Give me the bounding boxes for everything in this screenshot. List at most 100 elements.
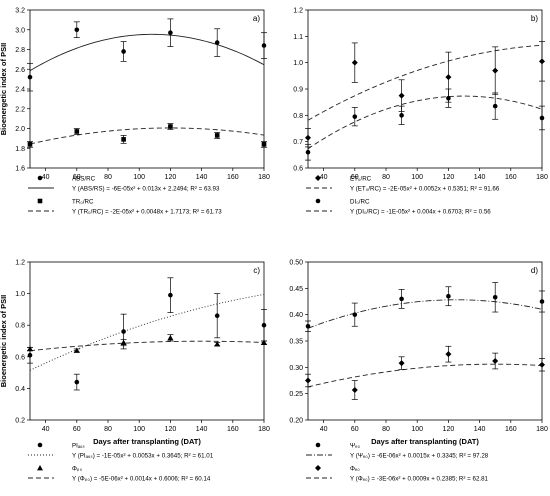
legend: PIₐ₆ₛ Y (PIₐ₆ₛ) = -1E-05x² + 0.0053x + 0.… — [28, 443, 214, 483]
x-tick-label: 140 — [196, 174, 208, 181]
y-tick-label: 1.1 — [293, 34, 303, 41]
data-point — [539, 299, 545, 304]
x-axis-label: Days after transplanting (DAT) — [371, 437, 479, 446]
data-point — [121, 49, 126, 54]
data-point — [305, 134, 311, 141]
fit-curve — [308, 44, 542, 121]
y-tick-label: 0.30 — [289, 365, 303, 372]
series-2 — [27, 334, 267, 353]
x-tick-label: 160 — [227, 426, 239, 433]
data-point — [351, 59, 358, 66]
y-tick-label: 0.4 — [15, 386, 25, 393]
data-point — [74, 129, 80, 134]
data-point — [121, 329, 126, 334]
x-tick-label: 120 — [443, 426, 455, 433]
legend-equation: Y (Ψₑ₀) = -6E-06x² + 0.0015x + 0.3345; R… — [350, 453, 489, 460]
data-point — [399, 296, 404, 302]
data-point — [492, 358, 499, 365]
data-point — [214, 313, 220, 319]
x-tick-label: 60 — [351, 426, 359, 433]
legend-marker — [315, 175, 321, 181]
y-tick-label: 1.6 — [15, 166, 25, 173]
data-point — [352, 312, 358, 317]
data-point — [445, 351, 452, 358]
legend-equation: Y (ET₀/RC) = -2E-05x² + 0.0052x + 0.5351… — [350, 186, 500, 193]
y-tick-label: 3.2 — [15, 8, 25, 15]
x-tick-label: 180 — [536, 426, 548, 433]
y-tick-label: 0.25 — [289, 391, 303, 398]
x-tick-label: 120 — [443, 174, 455, 181]
data-point — [27, 345, 33, 352]
legend-marker — [315, 465, 321, 471]
legend-name: Φₚ₀ — [72, 466, 83, 473]
legend: Ψₑ₀ Y (Ψₑ₀) = -6E-06x² + 0.0015x + 0.3345… — [306, 443, 489, 483]
data-point — [214, 40, 220, 45]
x-tick-label: 100 — [133, 174, 145, 181]
data-point — [305, 149, 311, 155]
legend-marker — [37, 198, 43, 204]
x-tick-label: 180 — [258, 174, 270, 181]
legend-name: PIₐ₆ₛ — [72, 443, 85, 450]
data-point — [445, 74, 452, 81]
series-2 — [305, 44, 545, 161]
panel-label: b) — [531, 14, 538, 23]
chart-panel-3: 40 60 80 100 120 140 160 180 0.2 0.4 0.6 0.8 1.0 1.2 c… — [0, 260, 270, 483]
panel-label: c) — [253, 266, 260, 275]
legend-marker — [315, 442, 321, 448]
y-tick-label: 2.2 — [15, 106, 25, 113]
y-axis-label: Bioenergetic index of PSII — [0, 43, 8, 136]
legend-name: ABS/RC — [72, 176, 96, 183]
series-1 — [27, 18, 267, 92]
legend-equation: Y (Φₚ₀) = -5E-06x² + 0.0014x + 0.6006; R… — [72, 476, 211, 483]
x-tick-label: 80 — [382, 174, 390, 181]
data-point — [168, 292, 173, 298]
x-tick-label: 60 — [73, 426, 81, 433]
y-tick-label: 0.6 — [293, 166, 303, 173]
y-tick-label: 0.2 — [15, 418, 25, 425]
data-point — [27, 142, 33, 147]
data-point — [398, 92, 405, 99]
legend-equation: Y (DI₀/RC) = -1E-05x² + 0.004x + 0.6703;… — [350, 209, 491, 216]
x-tick-label: 40 — [42, 426, 50, 433]
data-point — [399, 113, 404, 118]
series-1 — [305, 41, 545, 150]
data-point — [261, 142, 267, 147]
legend-equation: Y (TR₀/RC) = -2E-05x² + 0.0048x + 1.7173… — [72, 209, 222, 216]
data-point — [261, 322, 267, 328]
chart-panel-4: 40 60 80 100 120 140 160 180 0.20 0.25 0.30 0.35 0.4… — [289, 260, 548, 483]
legend-name: Ψₑ₀ — [350, 443, 360, 450]
data-point — [492, 294, 498, 300]
legend-equation: Y (Φₑ₀) = -3E-06x² + 0.0009x + 0.2385; R… — [350, 476, 489, 483]
data-point — [539, 361, 545, 368]
x-tick-label: 80 — [104, 174, 112, 181]
legend: ABS/RC Y (ABS/RS) = -6E-05x² + 0.013x + 2… — [28, 176, 222, 216]
series-2 — [27, 123, 267, 148]
data-point — [74, 27, 80, 33]
plot-frame — [29, 261, 265, 421]
legend-name: ET₀/RC — [350, 176, 372, 183]
plot-frame — [307, 261, 543, 421]
x-tick-label: 100 — [411, 426, 423, 433]
data-point — [539, 58, 545, 65]
data-point — [305, 323, 311, 329]
y-tick-label: 2.4 — [15, 87, 25, 94]
y-tick-label: 0.20 — [289, 418, 303, 425]
fit-curve — [30, 127, 264, 145]
data-point — [168, 30, 173, 36]
x-tick-label: 100 — [133, 426, 145, 433]
y-tick-label: 0.50 — [289, 260, 303, 267]
data-point — [492, 67, 499, 74]
data-point — [120, 339, 127, 345]
x-tick-label: 100 — [411, 174, 423, 181]
x-tick-label: 160 — [505, 426, 517, 433]
x-tick-label: 80 — [382, 426, 390, 433]
legend-name: Φₑ₀ — [350, 466, 360, 473]
y-tick-label: 0.9 — [293, 87, 303, 94]
x-tick-label: 60 — [73, 174, 81, 181]
data-point — [539, 115, 545, 121]
legend: ET₀/RC Y (ET₀/RC) = -2E-05x² + 0.0052x + … — [306, 175, 500, 216]
legend-marker — [37, 442, 43, 448]
series-1 — [27, 277, 267, 391]
data-point — [398, 360, 405, 367]
legend-marker — [315, 198, 321, 204]
